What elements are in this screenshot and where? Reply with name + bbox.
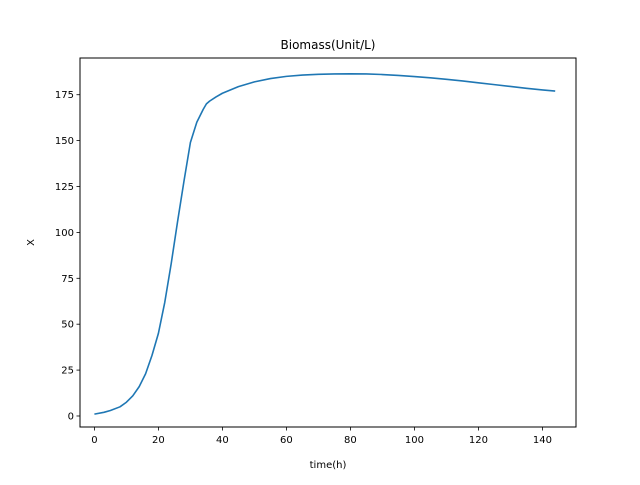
x-tick-label: 140	[533, 435, 552, 446]
y-tick-label: 100	[55, 228, 74, 239]
y-tick-label: 150	[55, 136, 74, 147]
y-tick-label: 125	[55, 182, 74, 193]
y-tick-label: 25	[61, 366, 74, 377]
y-tick-label: 0	[68, 411, 74, 422]
y-axis-ticks: 0 25 50 75 100 125 150 175	[55, 90, 80, 422]
x-tick-label: 60	[280, 435, 293, 446]
plot-area	[94, 72, 556, 415]
y-axis-label: X	[26, 239, 37, 246]
x-tick-label: 20	[152, 435, 165, 446]
y-tick-label: 175	[55, 90, 74, 101]
x-axis-label: time(h)	[310, 460, 347, 471]
x-axis-ticks: 0 20 40 60 80 100 120 140	[91, 427, 552, 446]
x-tick-label: 120	[469, 435, 488, 446]
x-tick-label: 0	[91, 435, 97, 446]
y-tick-label: 75	[61, 274, 74, 285]
x-tick-label: 100	[405, 435, 424, 446]
axes-frame	[79, 57, 577, 428]
series-line	[94, 72, 556, 415]
y-tick-label: 50	[61, 320, 74, 331]
x-tick-label: 80	[344, 435, 357, 446]
chart-title: Biomass(Unit/L)	[281, 38, 376, 52]
x-tick-label: 40	[216, 435, 229, 446]
